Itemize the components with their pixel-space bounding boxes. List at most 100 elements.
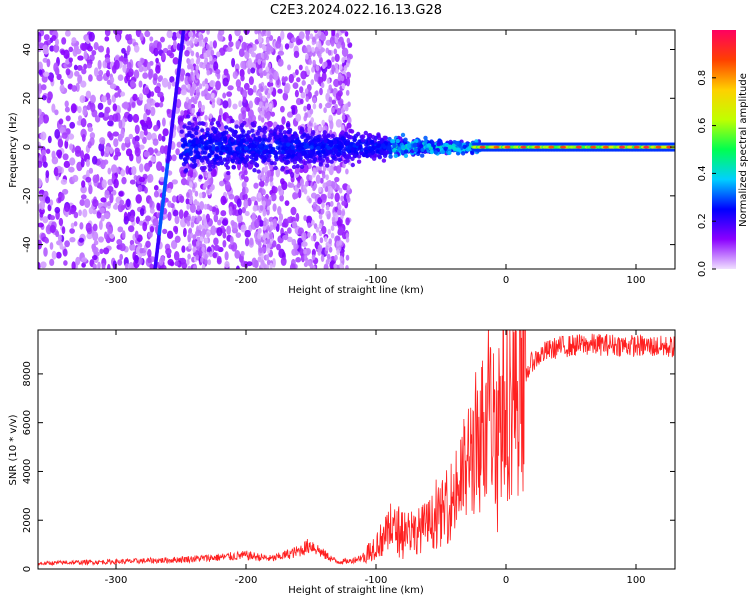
heatmap-cell — [98, 236, 104, 243]
heatmap-cell — [262, 134, 267, 139]
heatmap-cell — [112, 103, 118, 112]
heatmap-cell — [307, 222, 312, 229]
heatmap-cell — [195, 58, 200, 65]
heatmap-cell — [165, 248, 172, 256]
chart-title: C2E3.2024.022.16.13.G28 — [270, 3, 442, 18]
heatmap-cell — [64, 240, 70, 248]
heatmap-cell — [104, 146, 111, 154]
heatmap-cell — [78, 237, 85, 243]
heatmap-cell — [150, 155, 157, 163]
heatmap-cell — [98, 220, 103, 231]
heatmap-cell — [261, 43, 266, 50]
heatmap-cell — [282, 130, 287, 135]
heatmap-cell — [139, 130, 144, 140]
heatmap-cell — [202, 214, 206, 220]
heatmap-cell — [226, 117, 230, 124]
heatmap-cell — [198, 102, 202, 109]
y-tick-label: 2000 — [22, 507, 33, 532]
heatmap-cell — [183, 227, 187, 238]
heatmap-cell — [266, 209, 270, 216]
heatmap-cell — [190, 221, 195, 228]
heatmap-cell — [304, 65, 309, 72]
heatmap-cell — [116, 30, 121, 34]
heatmap-cell — [203, 182, 208, 189]
heatmap-cell — [153, 190, 159, 198]
heatmap-cell — [336, 144, 342, 149]
heatmap-cell — [153, 47, 159, 57]
heatmap-cell — [286, 216, 293, 224]
heatmap-cell — [107, 167, 112, 175]
heatmap-cell — [57, 138, 64, 148]
heatmap-cell — [114, 147, 120, 155]
heatmap-cell — [202, 228, 206, 235]
heatmap-cell — [68, 57, 73, 63]
heatmap-cell — [55, 38, 59, 46]
heatmap-cell — [349, 141, 354, 147]
heatmap-cell — [200, 256, 204, 263]
heatmap-cell — [210, 49, 215, 56]
heatmap-cell — [340, 30, 345, 34]
heatmap-cell — [299, 98, 304, 105]
heatmap-cell — [144, 30, 151, 38]
heatmap-cell — [209, 159, 214, 165]
heatmap-cell — [166, 30, 173, 39]
heatmap-cell — [292, 82, 299, 89]
heatmap-cell — [198, 240, 203, 247]
heatmap-cell — [265, 177, 270, 184]
heatmap-cell — [324, 236, 328, 243]
heatmap-cell — [205, 130, 210, 136]
heatmap-cell — [334, 192, 340, 203]
heatmap-cell — [191, 215, 195, 222]
heatmap-cell — [303, 254, 308, 261]
heatmap-cell — [204, 253, 208, 260]
heatmap-cell — [227, 98, 232, 108]
heatmap-cell — [253, 155, 259, 160]
heatmap-cell — [49, 258, 55, 267]
heatmap-cell — [339, 255, 344, 262]
heatmap-cell — [330, 200, 334, 207]
heatmap-cell — [230, 118, 235, 124]
heatmap-cell — [207, 172, 212, 179]
heatmap-cell — [184, 49, 190, 57]
heatmap-cell — [203, 203, 208, 210]
heatmap-cell — [142, 221, 148, 232]
heatmap-cell — [176, 141, 183, 148]
heatmap-cell — [202, 150, 208, 155]
heatmap-cell — [341, 57, 345, 64]
heatmap-cell — [193, 199, 198, 206]
heatmap-cell — [126, 61, 132, 70]
heatmap-cell — [299, 126, 304, 131]
heatmap-cell — [276, 243, 281, 251]
heatmap-cell — [45, 148, 51, 154]
heatmap-cell — [244, 229, 251, 238]
heatmap-cell — [127, 113, 133, 123]
heatmap-cell — [128, 225, 135, 233]
heatmap-cell — [255, 131, 260, 136]
heatmap-cell — [141, 136, 147, 145]
heatmap-cell — [101, 95, 108, 103]
heatmap-cell — [90, 94, 96, 104]
heatmap-cell — [161, 52, 166, 61]
heatmap-cell — [191, 159, 197, 164]
heatmap-cell — [104, 106, 111, 114]
heatmap-cell — [216, 257, 222, 265]
heatmap-cell — [199, 200, 205, 211]
heatmap-cell — [403, 153, 409, 158]
heatmap-cell — [278, 132, 284, 137]
x-tick-label: 100 — [626, 275, 645, 286]
heatmap-cell — [192, 265, 197, 269]
heatmap-cell — [202, 47, 206, 54]
heatmap-cell — [60, 178, 68, 185]
heatmap-cell — [42, 161, 48, 168]
heatmap-cell — [206, 92, 211, 99]
heatmap-cell — [198, 175, 203, 180]
heatmap-cell — [181, 261, 188, 269]
heatmap-cell — [71, 261, 76, 269]
heatmap-cell — [187, 121, 192, 126]
heatmap-cell — [250, 67, 256, 74]
heatmap-cell — [227, 85, 234, 91]
heatmap-cell — [172, 209, 179, 217]
heatmap-cell — [192, 116, 198, 122]
snr-y-ticks: 0 2000 4000 6000 8000 — [22, 361, 675, 572]
heatmap-cell — [287, 64, 292, 71]
